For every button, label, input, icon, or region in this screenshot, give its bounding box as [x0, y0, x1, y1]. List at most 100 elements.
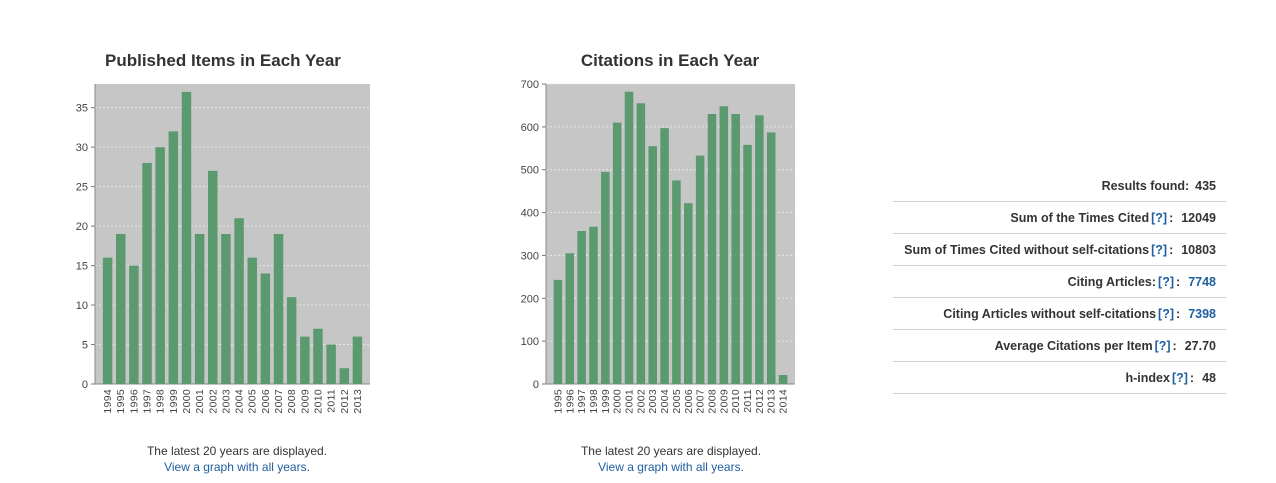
published-bar-1997: [142, 162, 152, 384]
citations-x-tick-label: 2003: [647, 389, 659, 414]
citations-bar-1995: [553, 279, 563, 384]
published-y-tick-label: 30: [76, 142, 88, 154]
published-x-tick-label: 2008: [286, 389, 298, 414]
citations-x-tick-label: 2011: [742, 389, 754, 413]
published-x-tick-label: 2011: [326, 389, 338, 413]
citations-bar-2009: [719, 106, 729, 385]
citations-bar-2012: [755, 115, 764, 385]
published-bar-2005: [247, 257, 257, 384]
published-bar-2008: [286, 297, 297, 384]
citations-y-tick-label: 500: [521, 165, 539, 177]
citations-x-tick-label: 1995: [552, 389, 564, 414]
citations-x-tick-label: 2009: [718, 389, 730, 414]
published-x-tick-label: 1999: [168, 389, 180, 414]
citations-bar-1999: [601, 171, 610, 384]
published-x-tick-label: 2001: [194, 389, 206, 414]
citations-x-tick-label: 2002: [635, 389, 647, 414]
h-index-value: 48: [1202, 370, 1216, 385]
published-x-tick-label: 2005: [247, 389, 259, 414]
published-x-tick-label: 1995: [115, 389, 127, 414]
published-y-tick-label: 25: [76, 182, 88, 194]
stat-results-found: Results found: 435: [893, 170, 1226, 202]
citations-bar-2014: [778, 375, 788, 384]
published-bar-2009: [300, 336, 310, 384]
citations-bar-2010: [731, 114, 740, 384]
citations-chart-note: The latest 20 years are displayed. View …: [521, 443, 821, 475]
h-index-help-link[interactable]: [?]: [1171, 370, 1188, 385]
citations-x-tick-label: 2012: [754, 389, 766, 414]
citations-y-tick-label: 100: [521, 336, 539, 348]
published-bar-2010: [313, 328, 323, 384]
citations-y-tick-label: 400: [521, 208, 539, 220]
average-citations-label: Average Citations per Item: [994, 338, 1153, 353]
published-note-text: The latest 20 years are displayed.: [146, 444, 328, 458]
citations-x-tick-label: 2014: [778, 389, 790, 414]
published-all-years-link[interactable]: View a graph with all years.: [164, 460, 310, 474]
citations-all-years-link[interactable]: View a graph with all years.: [598, 460, 744, 474]
stat-average-citations: Average Citations per Item [?] : 27.70: [893, 330, 1226, 362]
published-plot-area: [95, 84, 370, 384]
citations-bar-1998: [589, 226, 598, 384]
published-chart-title: Published Items in Each Year: [105, 51, 341, 70]
citing-articles-help-link[interactable]: [?]: [1158, 274, 1175, 289]
published-x-tick-label: 2006: [260, 389, 272, 414]
published-bar-2007: [273, 234, 284, 384]
published-bar-2012: [339, 368, 350, 384]
citations-bar-2011: [743, 144, 752, 384]
citations-y-tick-label: 300: [521, 250, 539, 262]
citations-bar-2006: [684, 203, 693, 384]
published-bar-1995: [115, 234, 126, 384]
published-y-tick-label: 15: [76, 261, 88, 273]
published-x-tick-label: 2002: [207, 389, 219, 414]
published-y-tick-label: 20: [76, 221, 88, 233]
citations-x-tick-label: 2000: [612, 389, 624, 414]
published-x-tick-label: 2010: [312, 389, 324, 414]
published-bar-2000: [181, 91, 192, 384]
citations-x-tick-label: 1999: [600, 389, 612, 414]
citations-x-tick-label: 2007: [695, 389, 707, 414]
sum-cited-no-self-help-link[interactable]: [?]: [1151, 242, 1168, 257]
published-x-tick-label: 2007: [273, 389, 285, 414]
citations-x-tick-label: 1996: [564, 389, 576, 414]
citing-no-self-label: Citing Articles without self-citations: [943, 306, 1157, 321]
published-x-tick-label: 2012: [339, 389, 351, 414]
published-bar-2006: [260, 273, 271, 384]
citation-report-stats: Results found: 435 Sum of the Times Cite…: [893, 170, 1226, 394]
citations-bar-2001: [624, 91, 634, 384]
citations-bar-2005: [672, 180, 681, 384]
citations-note-text: The latest 20 years are displayed.: [580, 444, 762, 458]
citations-bar-2007: [695, 155, 705, 384]
h-index-label: h-index: [1125, 370, 1170, 385]
stat-citing-articles: Citing Articles: [?] : 7748: [893, 266, 1226, 298]
published-x-tick-label: 2004: [234, 389, 246, 414]
published-chart-note: The latest 20 years are displayed. View …: [87, 443, 387, 475]
published-bar-2011: [326, 344, 336, 384]
citations-y-tick-label: 700: [521, 79, 539, 91]
citing-no-self-help-link[interactable]: [?]: [1158, 306, 1175, 321]
citing-articles-label: Citing Articles:: [1067, 274, 1157, 289]
citing-no-self-value-link[interactable]: 7398: [1188, 306, 1216, 321]
published-bar-2002: [208, 170, 218, 384]
published-x-tick-label: 1997: [142, 389, 154, 414]
citations-bar-1997: [577, 231, 586, 384]
published-bar-2013: [352, 336, 363, 384]
published-x-tick-label: 2000: [181, 389, 193, 414]
stat-sum-cited-no-self: Sum of Times Cited without self-citation…: [893, 234, 1226, 266]
citations-x-tick-label: 2004: [659, 389, 671, 414]
citations-bar-2004: [660, 128, 669, 384]
citations-x-tick-label: 1997: [576, 389, 588, 414]
citations-y-tick-label: 200: [521, 293, 539, 305]
published-x-tick-label: 1998: [155, 389, 167, 414]
citing-articles-value-link[interactable]: 7748: [1188, 274, 1216, 289]
citations-x-tick-label: 2005: [671, 389, 683, 414]
citations-y-tick-label: 0: [533, 379, 539, 391]
published-bar-1998: [155, 147, 165, 384]
published-x-tick-label: 2003: [220, 389, 232, 414]
citations-bar-2013: [766, 132, 776, 384]
published-bar-1994: [102, 257, 113, 384]
citations-bar-2003: [648, 146, 657, 384]
sum-times-cited-help-link[interactable]: [?]: [1151, 210, 1168, 225]
average-citations-help-link[interactable]: [?]: [1154, 338, 1171, 353]
published-bar-1996: [129, 265, 139, 384]
